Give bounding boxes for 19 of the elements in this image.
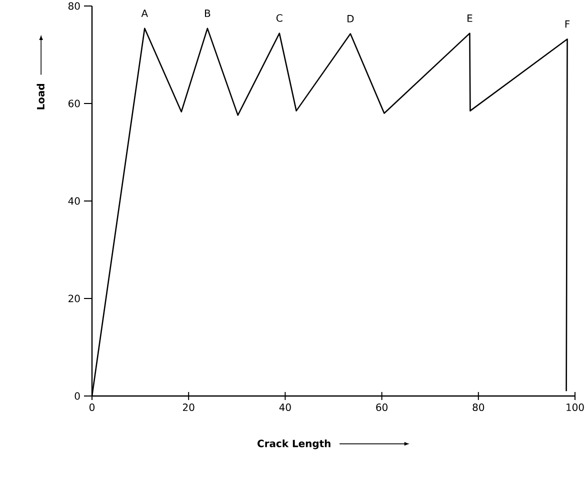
y-tick-label: 80 — [68, 2, 80, 10]
y-tick-label: 0 — [74, 392, 80, 400]
annotation: E — [468, 14, 472, 22]
y-tick-label: 60 — [68, 100, 80, 108]
y-tick-label: 40 — [68, 197, 80, 205]
annotation: A — [141, 10, 148, 17]
x-tick-label: 0 — [89, 404, 95, 412]
x-tick-label: 40 — [279, 404, 291, 412]
annotation: F — [565, 20, 570, 28]
y-axis-title: Load — [36, 84, 44, 110]
x-tick-label: 100 — [566, 404, 584, 412]
annotation: B — [205, 10, 210, 17]
x-tick-label: 20 — [182, 404, 194, 412]
x-tick-label: 60 — [376, 404, 388, 412]
x-axis-title: Crack Length — [258, 440, 330, 450]
y-tick-label: 20 — [68, 294, 80, 302]
x-tick-label: 80 — [472, 404, 484, 412]
annotation: C — [276, 14, 282, 22]
annotation: D — [348, 15, 354, 22]
